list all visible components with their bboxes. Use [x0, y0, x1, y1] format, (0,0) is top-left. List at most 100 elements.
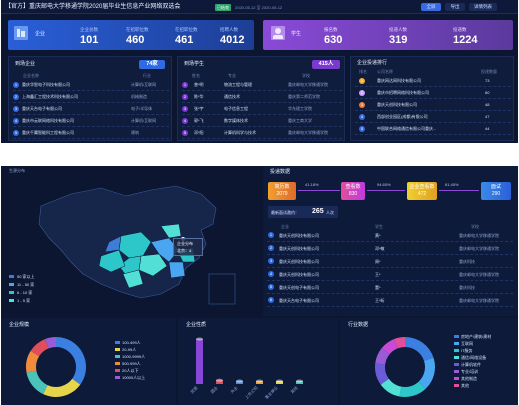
total-value: 265: [312, 208, 324, 215]
row-number: 5: [13, 130, 19, 136]
x-tick-label: 事业单位: [263, 384, 279, 400]
table-row[interactable]: 4 西部创业园区(成都)有限公司 47: [355, 112, 511, 123]
map-region: [98, 249, 126, 273]
stat-label: 投递人数: [389, 27, 407, 32]
donut-slice[interactable]: [381, 339, 398, 355]
industry-chart-panel: 行业数据 房地产/建筑/建材 互联网 IT服务 通信/网络设备 计算机软件 专业/培训 其他…: [340, 318, 518, 405]
table-row[interactable]: 5 邓*阳 计算机科学与技术 重庆邮电大学移通学院: [182, 128, 342, 139]
x-tick-label: 外企: [229, 384, 239, 394]
invite-company: 重庆天创电子有限公司: [279, 285, 319, 290]
map-region: [122, 269, 144, 289]
table-row[interactable]: 4 重庆天创科技有限公司 王* 重庆邮电大学移通学院: [267, 269, 513, 281]
donut-slice[interactable]: [26, 350, 40, 373]
table-row[interactable]: 3 张*宇 电子信息工程 华东理工学院: [182, 104, 342, 115]
student-school: 重庆邮电大学移通学院: [288, 82, 328, 87]
conversion-rate: 61.45%: [445, 182, 459, 187]
table-row[interactable]: 2 重庆天创科技有限公司 邓*敏 重庆邮电大学移通学院: [267, 243, 513, 255]
company-name: 上海鑫汇工程技术科技有限公司: [22, 94, 78, 99]
funnel-panel: 投递数据 简历数 2079 41.18% 查看数 830 94.65% 企业查看数 4…: [263, 166, 518, 316]
column-header: 学生: [375, 224, 383, 229]
donut-slice[interactable]: [375, 347, 390, 365]
table-row[interactable]: 5 中国联合网络通信有限公司重庆... 44: [355, 124, 511, 135]
student-icon: [271, 26, 285, 40]
legend-label: 20-99人: [122, 347, 137, 352]
donut-slice[interactable]: [393, 337, 405, 349]
row-number: 6: [268, 297, 274, 303]
bar-cap: [216, 378, 223, 382]
donut-slice[interactable]: [399, 381, 426, 397]
legend-swatch: [454, 363, 459, 366]
stat-value: 460: [126, 34, 145, 46]
legend-swatch: [115, 348, 120, 351]
student-name: 陈*华: [194, 94, 204, 99]
panel-title: 企业投递排行: [357, 60, 388, 66]
export-button[interactable]: 导出: [445, 3, 465, 11]
legend-label: 其他制造: [461, 376, 477, 381]
donut-slice[interactable]: [418, 357, 435, 389]
stat-label: 企业总数: [80, 27, 98, 32]
table-row[interactable]: 5 重庆天创电子有限公司 董* 重庆科技: [267, 282, 513, 294]
panel-title: 生源分布: [9, 168, 25, 173]
rank-company: 重庆天创科技有限公司: [377, 102, 417, 107]
student-major: 计算机科学与技术: [224, 130, 256, 135]
stat-value: 101: [80, 34, 99, 46]
table-row[interactable]: 2 上海鑫汇工程技术科技有限公司 机械制造: [13, 92, 169, 103]
student-name: 邓*阳: [194, 130, 204, 135]
invite-company: 重庆天台电子有限公司: [279, 298, 319, 303]
table-row[interactable]: 1 重庆网达网科技有限公司 73: [355, 76, 511, 87]
map-region: [104, 235, 122, 253]
bar[interactable]: [196, 339, 203, 384]
donut-slice[interactable]: [44, 337, 56, 349]
donut-slice[interactable]: [380, 378, 402, 397]
conversion-rate: 41.18%: [305, 182, 319, 187]
panel-title: 到场企业: [15, 61, 36, 67]
stat-label: 在招职位数: [126, 27, 149, 32]
fullscreen-button[interactable]: 全屏: [421, 3, 441, 11]
table-row[interactable]: 3 重庆天创科技有限公司 48: [355, 100, 511, 111]
table-row[interactable]: 2 重庆市招聘网络科技有限公司 60: [355, 88, 511, 99]
donut-slice[interactable]: [405, 337, 434, 361]
table-row[interactable]: 3 重庆天创科技有限公司 周* 重庆科技: [267, 256, 513, 268]
conversion-rate: 94.65%: [377, 182, 391, 187]
enterprise-label: 企业: [35, 31, 46, 37]
table-row[interactable]: 2 陈*华 通信技术 重庆第二师范学院: [182, 92, 342, 103]
table-row[interactable]: 1 曾*明 物流工程与管理 重庆邮电大学移通学院: [182, 80, 342, 91]
table-row[interactable]: 4 重庆市云联网络科技有限公司 计算机/互联网: [13, 116, 169, 127]
legend-swatch: [9, 299, 14, 302]
donut-slice[interactable]: [30, 339, 49, 357]
student-school: 重庆工商大学: [288, 118, 312, 123]
ranking-panel: 企业投递排行 排名 公司名称 投递数量 1 重庆网达网科技有限公司 73 2 重庆市招聘…: [350, 56, 514, 141]
donut-slice[interactable]: [56, 337, 87, 385]
table-row[interactable]: 6 重庆天台电子有限公司 王*昕 重庆邮电大学移通学院: [267, 295, 513, 307]
table-row[interactable]: 3 重庆天台电子有限公司 电子/半导体: [13, 104, 169, 115]
student-label: 学生: [291, 31, 302, 37]
row-number: 2: [268, 245, 274, 251]
details-list-button[interactable]: 详情列表: [469, 3, 497, 11]
legend-label: 100-499人: [122, 340, 141, 345]
table-row[interactable]: 4 郭*飞 数字媒体技术 重庆工商大学: [182, 116, 342, 127]
donut-slice[interactable]: [26, 370, 48, 395]
student-school: 重庆第二师范学院: [288, 94, 320, 99]
column-header: 投递数量: [481, 69, 497, 74]
invite-company: 重庆天创科技有限公司: [279, 233, 319, 238]
student-name: 张*宇: [194, 106, 204, 111]
china-map[interactable]: [1, 166, 261, 316]
row-number: 1: [182, 82, 188, 88]
column-header: 学校: [302, 73, 310, 78]
legend-swatch: [9, 291, 14, 294]
donut-slice[interactable]: [375, 363, 389, 385]
panel-title: 企业规模: [9, 322, 30, 328]
student-name: 曾*明: [194, 82, 204, 87]
enterprise-stats-card: 企业 企业总数 101 在招职位数 460 在招职位数 461 招聘人数 401…: [8, 20, 254, 50]
table-row[interactable]: 5 重庆千翼智能科工程有限公司 建筑: [13, 128, 169, 139]
legend-label: 20人以下: [122, 368, 139, 373]
table-row[interactable]: 1 重庆华智电子科技有限公司 计算机/互联网: [13, 80, 169, 91]
table-row[interactable]: 1 重庆天创科技有限公司 黄* 重庆邮电大学移通学院: [267, 230, 513, 242]
row-number: 3: [13, 106, 19, 112]
donut-slice[interactable]: [43, 378, 81, 397]
company-industry: 计算机/互联网: [131, 118, 157, 123]
stat-label: 报名数: [324, 27, 338, 32]
bar[interactable]: [216, 380, 223, 384]
stat-value: 461: [175, 34, 194, 46]
row-number: 2: [13, 94, 19, 100]
